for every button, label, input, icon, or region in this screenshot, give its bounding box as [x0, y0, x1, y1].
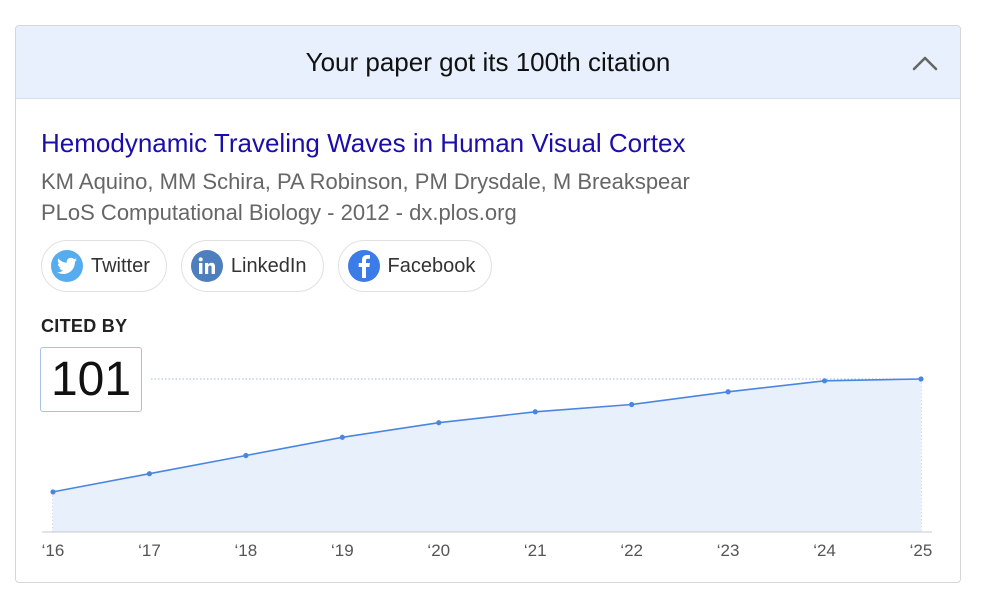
- share-twitter-button[interactable]: Twitter: [41, 240, 167, 292]
- share-linkedin-label: LinkedIn: [230, 254, 307, 277]
- chart-tick-label: ‘16: [42, 541, 65, 560]
- chart-tick-label: ‘25: [910, 541, 933, 560]
- chart-point[interactable]: [243, 452, 249, 459]
- collapse-button[interactable]: [908, 46, 942, 80]
- share-linkedin-button[interactable]: LinkedIn: [180, 240, 324, 292]
- chart-tick-label: ‘19: [331, 541, 354, 560]
- share-facebook-label: Facebook: [387, 254, 476, 277]
- chart-tick-label: ‘20: [427, 541, 450, 560]
- share-twitter-label: Twitter: [91, 254, 150, 277]
- chart-point[interactable]: [821, 378, 828, 384]
- chart-tick-label: ‘22: [620, 541, 643, 560]
- share-facebook-button[interactable]: Facebook: [337, 240, 493, 292]
- paper-venue: PLoS Computational Biology - 2012 - dx.p…: [41, 200, 517, 225]
- chart-tick-label: ‘21: [524, 541, 547, 560]
- paper-authors: KM Aquino, MM Schira, PA Robinson, PM Dr…: [41, 169, 690, 194]
- facebook-icon: [347, 250, 380, 282]
- chart-series-line: [52, 378, 922, 493]
- chevron-up-icon: [912, 56, 938, 71]
- chart-point[interactable]: [436, 420, 442, 426]
- chart-point[interactable]: [339, 434, 345, 440]
- alert-title: Your paper got its 100th citation: [305, 46, 671, 77]
- chart-tick-label: ‘23: [717, 541, 740, 560]
- chart-tick-label: ‘17: [138, 541, 161, 560]
- chart-point[interactable]: [918, 376, 924, 382]
- cited-by-label: CITED BY: [41, 316, 128, 336]
- alert-header[interactable]: Your paper got its 100th citation: [16, 26, 960, 99]
- chart-point[interactable]: [50, 489, 56, 495]
- chart-area-fill: [53, 379, 921, 532]
- chart-point[interactable]: [629, 401, 635, 408]
- share-buttons: Twitter LinkedIn Facebook: [41, 240, 493, 292]
- citation-chart: ‘16 ‘17 ‘18 ‘19 ‘20 ‘21 ‘22 ‘23 ‘24 ‘25: [42, 376, 933, 560]
- chart-tick-label: ‘18: [235, 541, 258, 560]
- chart-point[interactable]: [146, 471, 153, 477]
- paper-title-link[interactable]: Hemodynamic Traveling Waves in Human Vis…: [41, 128, 686, 158]
- twitter-icon: [51, 250, 83, 282]
- citation-alert-card: Your paper got its 100th citation Hemody…: [15, 25, 961, 583]
- linkedin-icon: [190, 250, 223, 282]
- chart-point[interactable]: [725, 389, 731, 395]
- chart-tick-label: ‘24: [813, 541, 836, 560]
- chart-point[interactable]: [532, 409, 538, 415]
- cited-by-count[interactable]: 101: [40, 347, 142, 412]
